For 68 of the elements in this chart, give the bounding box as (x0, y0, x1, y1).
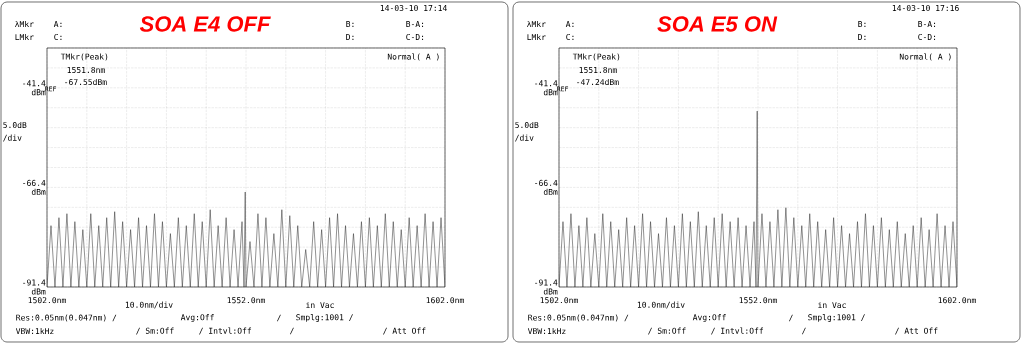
annotation: TMkr(Peak) (60, 53, 108, 61)
text: C: (566, 33, 574, 41)
text: / Sm:Off (136, 327, 174, 335)
line-series (559, 110, 957, 287)
text: / (801, 327, 806, 335)
x-tick-label: 1502.0nm (540, 297, 578, 304)
text: 5.0dB (515, 121, 539, 129)
text: Res:0.05nm(0.047nm) / (528, 314, 629, 322)
x-tick-label: 1602.0nm (426, 297, 464, 304)
text: Avg:Off (692, 314, 726, 322)
text: 10.0nm/div (637, 301, 685, 309)
x-tick-label: 1552.0nm (227, 297, 265, 304)
text: Smplg:1001 / (296, 314, 353, 322)
y-tick-label: -41.4 dBm (535, 80, 558, 96)
text: D: (346, 34, 354, 40)
text: / (289, 327, 294, 335)
text: 14-03-10 17:16 (892, 4, 959, 12)
text: C-D: (918, 33, 936, 41)
text: B: (858, 21, 866, 27)
text: / Att Off (895, 327, 938, 335)
text: λMkr (526, 20, 546, 28)
text: / (788, 314, 793, 322)
text: Res:0.05nm(0.047nm) / (16, 314, 117, 322)
text: B-A: (406, 21, 424, 27)
annotation: Normal( A ) (899, 53, 951, 61)
text: LMkr (527, 33, 546, 41)
text: / Sm:Off (648, 327, 686, 335)
text: /div (515, 134, 534, 142)
text: λMkr (14, 20, 34, 28)
text: B-A: (918, 21, 936, 27)
chart-title: SOA E4 OFF (139, 16, 271, 32)
text: / Intvl:Off (711, 327, 764, 335)
y-tick-label: -91.4 dBm (535, 279, 558, 295)
annotation: -67.55dBm (65, 78, 107, 86)
text: D: (858, 34, 866, 40)
y-tick-label: -41.4 dBm (23, 80, 46, 96)
line-series (47, 191, 446, 287)
text: A: (53, 21, 62, 27)
x-tick-label: 1502.0nm (28, 297, 66, 304)
text: VBW:1kHz (15, 327, 54, 335)
annotation: -47.24dBm (577, 78, 619, 86)
chart-title: SOA E5 ON (657, 16, 778, 32)
annotation: 1551.8nm (579, 66, 617, 74)
text: Avg:Off (180, 314, 214, 322)
text: 10.0nm/div (125, 301, 173, 309)
text: B: (346, 21, 354, 27)
x-tick-label: 1552.0nm (739, 297, 777, 304)
y-tick-label: -66.4 dBm (535, 179, 558, 195)
text: C-D: (406, 33, 424, 41)
text: / Att Off (383, 327, 426, 335)
y-tick-label: -91.4 dBm (23, 279, 46, 295)
annotation: 1551.8nm (67, 66, 105, 74)
annotation: Normal( A ) (387, 53, 439, 61)
text: LMkr (15, 33, 34, 41)
text: Smplg:1001 / (808, 314, 865, 322)
text: 5.0dB (3, 121, 27, 129)
text: A: (565, 21, 574, 27)
text: / (276, 314, 281, 322)
text: / Intvl:Off (199, 327, 252, 335)
text: /div (3, 134, 22, 142)
text: 14-03-10 17:14 (380, 4, 447, 12)
x-tick-label: 1602.0nm (938, 297, 976, 304)
text: in Vac (306, 301, 334, 309)
text: C: (54, 33, 62, 41)
y-tick-label: -66.4 dBm (23, 179, 46, 195)
text: VBW:1kHz (527, 327, 566, 335)
annotation: TMkr(Peak) (572, 53, 620, 61)
text: in Vac (818, 301, 846, 309)
